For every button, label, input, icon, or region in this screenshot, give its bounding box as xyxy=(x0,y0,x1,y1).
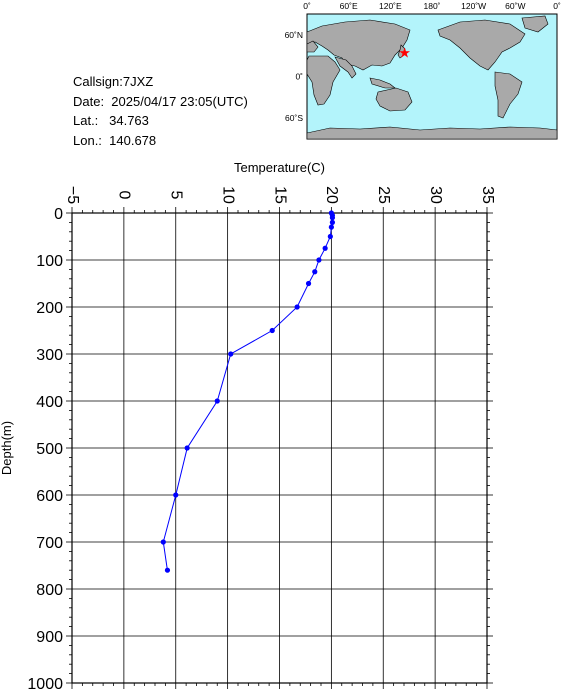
y-tick-label: 400 xyxy=(36,394,63,411)
temperature-profile-point xyxy=(184,445,190,451)
europe-landmass xyxy=(306,40,319,53)
y-tick-label: 700 xyxy=(36,535,63,552)
temperature-profile-point xyxy=(228,351,234,357)
map-lat-label: 60˚N xyxy=(285,30,303,40)
temperature-profile-point xyxy=(269,327,275,334)
x-tick-label: 25 xyxy=(375,186,392,204)
x-tick-label: 15 xyxy=(271,186,288,204)
y-tick-label: 100 xyxy=(36,253,63,270)
x-tick-label: 0 xyxy=(116,191,133,200)
map-lon-label: 0˚ xyxy=(553,1,561,11)
south-america-landmass xyxy=(494,71,523,119)
temperature-profile-line xyxy=(162,212,333,571)
map-tick-labels: 0˚ 60˚E 120˚E 180˚ 120˚W 60˚W 0˚ 60˚N 0˚ 60˚S xyxy=(285,1,561,123)
north-america-landmass xyxy=(437,19,526,71)
temperature-profile-point xyxy=(305,280,312,287)
y-tick-label: 1000 xyxy=(27,676,63,690)
temperature-profile-point xyxy=(312,269,318,275)
callsign-label: Callsign:7JXZ xyxy=(73,74,154,89)
latitude-label: Lat.: 34.763 xyxy=(73,113,149,128)
x-tick-label: −5 xyxy=(64,186,81,204)
temperature-profile-point xyxy=(294,304,300,310)
x-tick-label: 35 xyxy=(479,186,496,204)
greenland-landmass xyxy=(521,15,549,33)
map-lon-label: 60˚E xyxy=(340,1,358,11)
temperature-profile-point xyxy=(316,257,322,263)
map-lon-label: 60˚W xyxy=(505,1,525,11)
y-axis-title: Depth(m) xyxy=(0,421,14,475)
x-axis-title: Temperature(C) xyxy=(234,160,325,175)
map-lat-label: 0˚ xyxy=(295,72,303,82)
south-asia-landmass xyxy=(334,56,357,79)
x-tick-label: 30 xyxy=(427,186,444,204)
map-lon-label: 0˚ xyxy=(303,1,311,11)
map-lon-label: 120˚W xyxy=(461,1,486,11)
temperature-profile-point xyxy=(164,567,171,573)
africa-landmass xyxy=(306,55,341,106)
temperature-profile-point xyxy=(327,233,333,240)
map-lat-label: 60˚S xyxy=(285,113,303,123)
temperature-profile-point xyxy=(173,492,179,498)
temperature-profile-point xyxy=(329,219,336,225)
antarctica-landmass xyxy=(306,126,558,140)
y-tick-label: 0 xyxy=(54,206,63,223)
temperature-profile-points xyxy=(160,210,336,573)
x-tick-label: 20 xyxy=(323,186,340,204)
longitude-label: Lon.: 140.678 xyxy=(73,132,157,148)
temperature-profile-point xyxy=(160,539,166,545)
plot-frame xyxy=(71,212,488,684)
y-tick-label: 900 xyxy=(36,629,63,646)
y-tick-labels: 0 100 200 300 400 500 600 700 800 900 1000 xyxy=(27,206,63,690)
y-tick-label: 200 xyxy=(36,300,63,317)
temperature-profile-point xyxy=(329,215,336,221)
world-map: 0˚ 60˚E 120˚E 180˚ 120˚W 60˚W 0˚ 60˚N 0˚ 60˚S ★ xyxy=(285,1,561,140)
x-tick-label: 10 xyxy=(219,186,236,204)
australia-landmass xyxy=(375,87,413,112)
plot-grid xyxy=(71,212,488,684)
station-marker-icon: ★ xyxy=(398,44,411,60)
y-tick-label: 600 xyxy=(36,488,63,505)
station-info: Callsign:7JXZ Date: 2025/04/17 23:05(UTC… xyxy=(73,72,248,150)
y-tick-label: 300 xyxy=(36,347,63,364)
x-tick-labels: −5 0 5 10 15 20 25 30 35 xyxy=(64,186,496,204)
temperature-profile-point xyxy=(214,398,220,404)
y-tick-label: 800 xyxy=(36,582,63,599)
eurasia-landmass xyxy=(306,19,411,71)
japan-landmass xyxy=(397,44,406,59)
date-label: Date: 2025/04/17 23:05(UTC) xyxy=(73,93,248,109)
map-lon-label: 120˚E xyxy=(379,1,402,11)
map-land xyxy=(306,15,558,140)
temperature-profile-point xyxy=(322,245,328,251)
map-lon-label: 180˚ xyxy=(423,1,440,11)
y-tick-label: 500 xyxy=(36,441,63,458)
x-tick-label: 5 xyxy=(168,191,185,200)
temperature-profile-point xyxy=(328,224,334,230)
